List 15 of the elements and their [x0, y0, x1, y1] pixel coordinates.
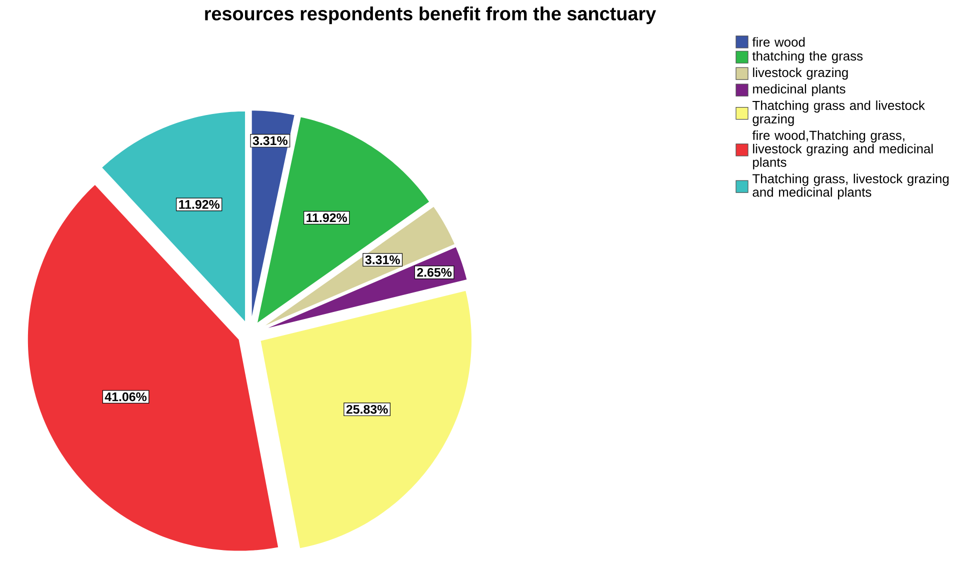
legend-label: fire wood,Thatching grass, livestock grazing and medicinal plants — [752, 130, 933, 170]
legend-label: livestock grazing — [753, 68, 848, 80]
data-label: 3.31% — [365, 255, 400, 264]
legend-label: fire wood — [752, 37, 805, 47]
data-label: 2.65% — [417, 268, 452, 277]
chart-title: resources respondents benefit from the sanctuary — [205, 6, 656, 24]
data-label: 25.83% — [346, 404, 388, 414]
data-label: 41.06% — [104, 392, 147, 402]
legend-label: Thatching grass and livestock grazing — [752, 100, 925, 126]
legend-label: thatching the grass — [752, 51, 863, 64]
legend-label: medicinal plants — [753, 84, 846, 96]
data-label: 11.92% — [306, 213, 348, 222]
legend-label: Thatching grass, livestock grazing and medicinal plants — [752, 174, 949, 200]
data-label: 11.92% — [179, 200, 220, 209]
data-label: 3.31% — [252, 136, 288, 146]
